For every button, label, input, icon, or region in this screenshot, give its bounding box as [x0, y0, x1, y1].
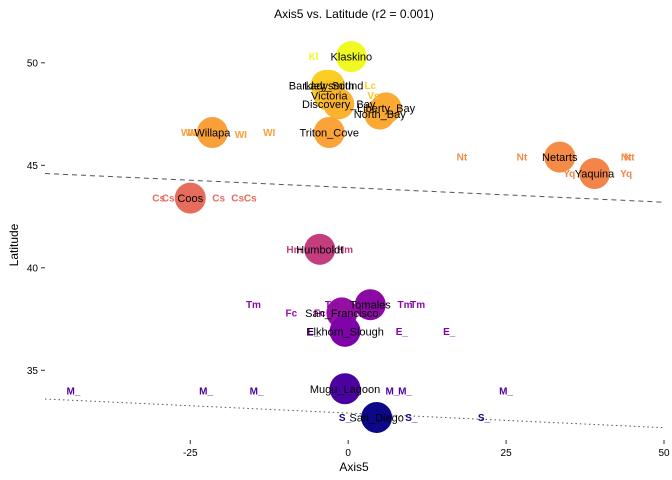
x-tick-label: 25	[501, 448, 513, 459]
point-label: Willapa	[194, 128, 231, 140]
abbreviation-label: WI	[263, 128, 275, 139]
abbreviation-label: S_	[478, 413, 491, 424]
fit-lines	[44, 173, 665, 429]
abbreviation-label: Hm	[337, 245, 353, 256]
abbreviation-label: Lc	[364, 81, 376, 92]
point-label: Mugu_Lagoon	[310, 384, 380, 396]
point-label: Yaquina	[575, 169, 615, 181]
point-label: Triton_Cove	[299, 128, 359, 140]
abbreviation-label: M_	[385, 386, 399, 397]
abbreviation-label: Kl	[308, 52, 318, 63]
point-label: Ladysmith	[304, 80, 354, 92]
point-label: Netarts	[542, 152, 578, 164]
y-tick-label: 35	[27, 366, 39, 377]
abbreviation-label: Cs	[152, 194, 165, 205]
data-point	[174, 182, 206, 214]
data-point	[335, 41, 367, 73]
y-tick-label: 45	[27, 161, 39, 172]
abbreviation-label: Tm	[325, 300, 340, 311]
data-point	[579, 158, 611, 189]
axes: -25 0 25 50 35 40 45 50	[27, 58, 670, 459]
abbreviation-label: E_	[307, 327, 320, 338]
point-label: San_Francisco	[305, 308, 378, 320]
data-point	[196, 117, 228, 148]
point-label: Discovery_Bay	[302, 99, 376, 111]
abbreviation-label: M_	[398, 386, 412, 397]
point-label: Elkhorn_Slough	[306, 326, 384, 338]
abbreviation-label: M_	[499, 386, 513, 397]
abbreviation-label: S_	[405, 413, 418, 424]
abbreviation-label: Vc	[367, 91, 380, 102]
point-labels: Klaskino Barkley_SoundLadysmithVictoriaDi…	[177, 52, 615, 425]
data-point	[354, 289, 386, 321]
abbreviation-label: Nt	[517, 153, 528, 164]
point-label: North_Bay	[354, 109, 406, 121]
point-label: Liberty_Bay	[357, 103, 416, 115]
abbreviation-label: Nt	[457, 153, 468, 164]
abbreviation-label: Cs	[212, 194, 225, 205]
abbreviation-label: Hm	[286, 245, 302, 256]
data-point	[313, 117, 345, 148]
point-label: Victoria	[311, 91, 348, 103]
abbreviation-label: E_	[443, 327, 456, 338]
chart-title: Axis5 vs. Latitude (r2 = 0.001)	[274, 7, 434, 21]
point-label: Coos	[177, 193, 203, 205]
abbreviation-label: WI	[194, 128, 206, 139]
y-axis-label: Latitude	[7, 223, 21, 266]
data-point	[304, 233, 336, 265]
data-point	[329, 373, 361, 405]
abbreviation-label: Nt	[621, 153, 632, 164]
dashed-fit-line	[44, 173, 665, 203]
abbreviation-label: Cs	[244, 194, 257, 205]
abbreviation-label: M_	[66, 386, 80, 397]
abbreviation-label: S_	[339, 413, 352, 424]
point-label: Klaskino	[331, 52, 373, 64]
abbreviation-label: Fc	[286, 308, 298, 319]
point-label: San_Diego	[349, 412, 403, 424]
abbreviation-label: Cs	[231, 194, 244, 205]
data-point	[329, 315, 361, 347]
abbreviation-label: Yq	[563, 169, 575, 180]
data-point	[364, 98, 396, 130]
abbreviation-label: Fc	[314, 308, 326, 319]
x-tick-label: -25	[183, 448, 198, 459]
abbreviation-label: WI	[181, 128, 193, 139]
data-point	[323, 88, 355, 120]
y-tick-label: 40	[27, 263, 39, 274]
x-axis-label: Axis5	[339, 460, 369, 474]
abbreviation-label: Nt	[624, 153, 635, 164]
abbreviation-label: Yq	[620, 169, 632, 180]
x-tick-label: 0	[345, 448, 351, 459]
point-label: Barkley_Sound	[289, 80, 364, 92]
abbreviation-label: Cs	[162, 194, 175, 205]
point-label: Humboldt	[296, 244, 343, 256]
abbreviation-label: M_	[199, 386, 213, 397]
point-label: Tomales	[350, 300, 391, 312]
data-points	[174, 41, 611, 433]
data-point	[544, 141, 576, 173]
abbreviation-label: Tm	[246, 300, 261, 311]
abbreviation-label: WI	[187, 128, 199, 139]
abbreviation-label: E_	[396, 327, 409, 338]
y-tick-label: 50	[27, 58, 39, 69]
abbreviation-label: Tm	[410, 300, 425, 311]
data-point	[361, 401, 393, 433]
abbreviation-label: WI	[235, 130, 247, 141]
abbreviation-label: M_	[250, 386, 264, 397]
abbreviation-label: Tm	[398, 300, 413, 311]
x-tick-label: 50	[658, 448, 670, 459]
